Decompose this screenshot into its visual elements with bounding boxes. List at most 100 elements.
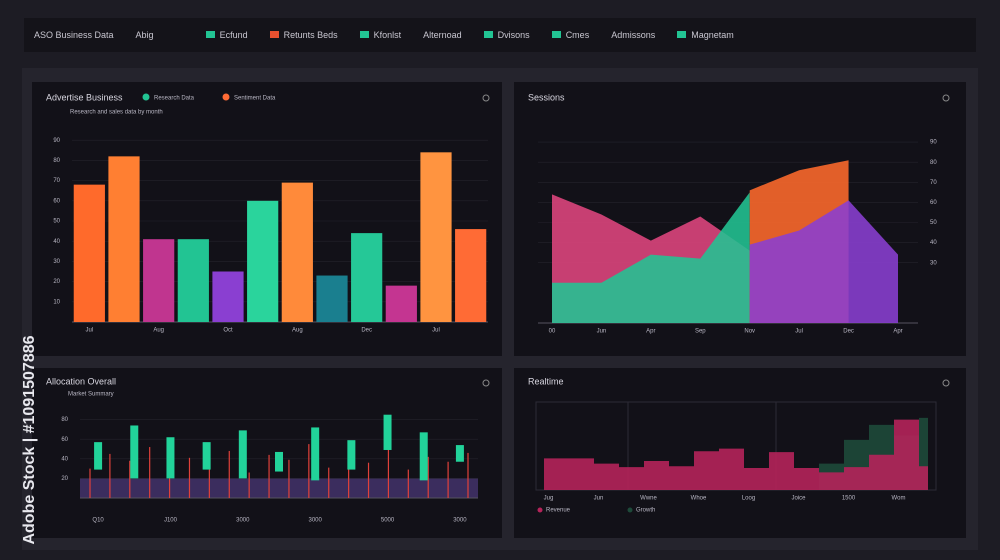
range-bar: [130, 425, 139, 479]
icon[interactable]: [942, 379, 950, 387]
x-tick-label: Dec: [361, 328, 372, 334]
x-tick-label: 00: [549, 329, 556, 335]
x-tick-label: 3000: [453, 518, 467, 524]
range-bar: [166, 437, 175, 479]
header-item[interactable]: Retunts Beds: [269, 30, 338, 40]
x-tick-label: Wwne: [640, 496, 657, 502]
bar: [143, 239, 175, 322]
chart-title: Realtime: [528, 376, 564, 386]
swatch: [205, 31, 215, 38]
icon[interactable]: [942, 94, 950, 102]
header-item[interactable]: Cmes: [551, 30, 590, 40]
x-tick-label: 1500: [842, 496, 856, 502]
x-tick-label: Jul: [795, 329, 803, 335]
chart-title: Allocation Overall: [46, 376, 116, 386]
y-tick-label: 80: [61, 417, 68, 423]
range-bar: [383, 414, 392, 450]
swatch: [483, 31, 493, 38]
x-tick-label: Aug: [292, 328, 303, 334]
chart-title: Advertise Business: [46, 92, 123, 102]
y-tick-label: 60: [53, 198, 60, 204]
y-tick-label: 40: [53, 239, 60, 245]
range-bar: [455, 445, 464, 462]
x-tick-label: Oct: [223, 328, 233, 334]
range-bar: [238, 430, 247, 479]
y-tick-label: 20: [61, 476, 68, 482]
header-title: ASO Business Data: [34, 30, 114, 40]
legend-marker: [142, 93, 150, 101]
x-tick-label: Whoe: [691, 496, 707, 502]
y-tick-label: 50: [53, 219, 60, 225]
x-tick-label: Jug: [544, 496, 554, 502]
x-tick-label: Sep: [695, 329, 706, 335]
y-tick-label: 60: [930, 200, 937, 206]
range-bar: [94, 442, 103, 470]
range-bar: [419, 432, 428, 481]
y-tick-label: 70: [53, 178, 60, 184]
bar: [316, 275, 348, 322]
chart-subtitle: Market Summary: [68, 392, 114, 398]
bar: [108, 156, 140, 322]
x-tick-label: Apr: [893, 329, 902, 335]
y-tick-label: 30: [930, 260, 937, 266]
bar: [247, 200, 279, 322]
range-bar: [202, 442, 211, 470]
x-tick-label: Jun: [594, 496, 604, 502]
y-tick-label: 90: [930, 140, 937, 146]
legend-label: Sentiment Data: [234, 96, 276, 102]
y-tick-label: 50: [930, 220, 937, 226]
icon[interactable]: [482, 379, 490, 387]
x-tick-label: 3000: [309, 518, 323, 524]
header-item[interactable]: Ecfund: [205, 30, 248, 40]
bar: [455, 229, 487, 322]
y-tick-label: 30: [53, 259, 60, 265]
header-item[interactable]: Alternoad: [423, 30, 462, 40]
y-tick-label: 40: [930, 240, 937, 246]
x-tick-label: Dec: [843, 329, 854, 335]
y-tick-label: 10: [53, 299, 60, 305]
y-tick-label: 80: [930, 160, 937, 166]
x-tick-label: 3000: [236, 518, 250, 524]
range-bar: [275, 451, 283, 472]
range-bar: [311, 427, 320, 481]
bar: [385, 285, 417, 322]
header-subtitle: Abig: [135, 30, 154, 40]
x-tick-label: Jul: [85, 328, 93, 334]
bar: [73, 184, 105, 322]
watermark: Adobe Stock | #1091507886: [21, 335, 38, 544]
x-tick-label: Nov: [744, 329, 755, 335]
legend-label: Research Data: [154, 96, 195, 102]
header-label: Cmes: [565, 30, 590, 40]
header-label: Magnetam: [691, 30, 734, 40]
header-item[interactable]: Admissons: [611, 30, 655, 40]
swatch: [359, 31, 369, 38]
header-label: Admissons: [611, 30, 656, 40]
header-item[interactable]: Magnetam: [677, 30, 734, 40]
x-tick-label: Apr: [646, 329, 655, 335]
bar: [281, 182, 313, 322]
legend-marker: [537, 507, 543, 513]
swatch: [677, 31, 687, 38]
y-tick-label: 40: [61, 456, 68, 462]
swatch: [269, 31, 279, 38]
header-item[interactable]: Dvisons: [483, 30, 530, 40]
legend-label: Growth: [636, 508, 655, 514]
x-tick-label: Loog: [742, 496, 755, 502]
y-tick-label: 60: [61, 437, 68, 443]
legend-marker: [627, 507, 633, 513]
y-tick-label: 70: [930, 180, 937, 186]
volume-band: [80, 478, 478, 498]
header-label: Kfonlst: [373, 30, 402, 40]
icon[interactable]: [482, 94, 490, 102]
range-bar: [347, 440, 356, 470]
header: ASO Business Data Abig Ecfund Retunts Bed…: [24, 18, 976, 52]
area: [749, 200, 898, 323]
legend-label: Revenue: [546, 508, 571, 514]
x-tick-label: Wom: [892, 496, 906, 502]
x-tick-label: 5000: [381, 518, 395, 524]
header-label: Retunts Beds: [283, 30, 338, 40]
header-label: Alternoad: [423, 30, 462, 40]
header-item[interactable]: Kfonlst: [359, 30, 402, 40]
x-tick-label: Aug: [153, 328, 164, 334]
